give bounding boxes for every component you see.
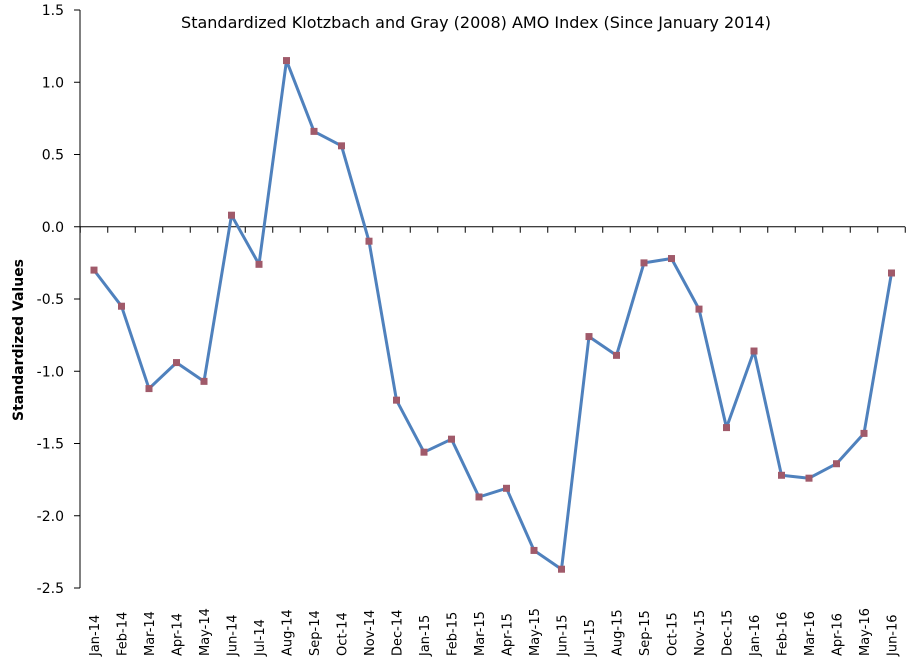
- series-line-group: [92, 59, 893, 571]
- data-point: [393, 396, 400, 404]
- x-tick-label: Mar-14: [143, 611, 158, 656]
- y-tick-label: 1.0: [42, 75, 64, 91]
- x-tick-label: Feb-14: [116, 612, 131, 656]
- data-point: [585, 333, 593, 341]
- x-tick-label: Nov-14: [363, 610, 378, 656]
- y-tick-label: -2.0: [37, 509, 64, 525]
- y-tick-label: 1.5: [42, 3, 64, 19]
- data-point: [805, 474, 813, 482]
- data-point: [778, 471, 785, 479]
- x-tick-label: Sep-15: [638, 610, 653, 656]
- x-tick-label: Oct-15: [666, 612, 681, 656]
- data-point: [90, 266, 98, 274]
- x-tick-label: Jan-16: [748, 615, 763, 657]
- data-point: [888, 269, 895, 277]
- x-tick-label: Jan-15: [418, 615, 433, 657]
- x-tick-label: Oct-14: [336, 612, 351, 656]
- data-point: [310, 127, 318, 135]
- x-tick-label: Jun-15: [556, 614, 571, 657]
- data-point: [503, 484, 510, 492]
- y-tick-label: -1.5: [37, 437, 64, 453]
- x-tick-label: Aug-15: [611, 609, 626, 656]
- y-axis-label: Standardized Values: [11, 259, 27, 421]
- data-point: [173, 359, 180, 367]
- data-markers: [90, 57, 895, 573]
- data-point: [228, 211, 235, 219]
- y-tick-label: -2.5: [37, 581, 64, 597]
- chart-title: Standardized Klotzbach and Gray (2008) A…: [181, 13, 771, 32]
- x-tick-label: Jan-14: [88, 615, 103, 657]
- y-axis: 1.5 1.0 0.5 0.0 -0.5 -1.0 -1.5 -2.0 -2.5: [37, 3, 81, 597]
- data-point: [558, 565, 565, 573]
- data-point: [255, 260, 263, 268]
- x-tick-label: Apr-14: [171, 613, 186, 656]
- data-point: [365, 237, 373, 245]
- x-tick-label: Jul-14: [253, 619, 268, 657]
- data-point: [860, 429, 868, 437]
- data-point: [695, 305, 703, 313]
- data-point: [283, 57, 290, 65]
- x-tick-label: Mar-16: [803, 611, 818, 656]
- y-tick-label: -1.0: [37, 364, 64, 380]
- data-point: [723, 424, 730, 432]
- data-point: [118, 302, 125, 310]
- data-point: [640, 259, 648, 267]
- data-point: [338, 142, 345, 150]
- data-point: [200, 377, 208, 385]
- data-point: [668, 255, 675, 263]
- x-tick-label: Dec-15: [721, 610, 736, 656]
- y-tick-label: -0.5: [37, 292, 64, 308]
- data-point: [530, 546, 538, 554]
- x-tick-label: Apr-16: [831, 613, 846, 656]
- x-tick-label: Mar-15: [473, 611, 488, 656]
- data-point: [420, 448, 428, 456]
- x-tick-label: Feb-16: [776, 612, 791, 656]
- x-tick-label: Nov-15: [693, 610, 708, 656]
- data-point: [613, 351, 620, 359]
- x-tick-label: May-15: [528, 608, 543, 656]
- data-point: [145, 385, 153, 393]
- x-tick-label: May-14: [198, 608, 213, 656]
- x-axis: [79, 226, 906, 233]
- x-tick-label: Dec-14: [391, 610, 406, 656]
- x-tick-label: May-16: [858, 608, 873, 656]
- x-tick-label: Apr-15: [501, 613, 516, 656]
- x-tick-label: Jun-14: [226, 614, 241, 657]
- x-tick-label: Sep-14: [308, 610, 323, 656]
- data-point: [833, 460, 840, 468]
- data-point: [750, 347, 758, 355]
- x-tick-label: Aug-14: [281, 609, 296, 656]
- y-tick-label: 0.0: [42, 220, 64, 236]
- x-tick-label: Jun-16: [886, 614, 901, 657]
- x-tick-label: Jul-15: [583, 619, 598, 657]
- data-point: [448, 435, 455, 443]
- data-point: [475, 493, 483, 501]
- x-tick-labels: Jan-14 Feb-14 Mar-14 Apr-14 May-14 Jun-14 Jul-…: [88, 608, 901, 657]
- x-tick-label: Feb-15: [446, 612, 461, 656]
- y-tick-label: 0.5: [42, 148, 64, 164]
- series-line: [92, 59, 893, 571]
